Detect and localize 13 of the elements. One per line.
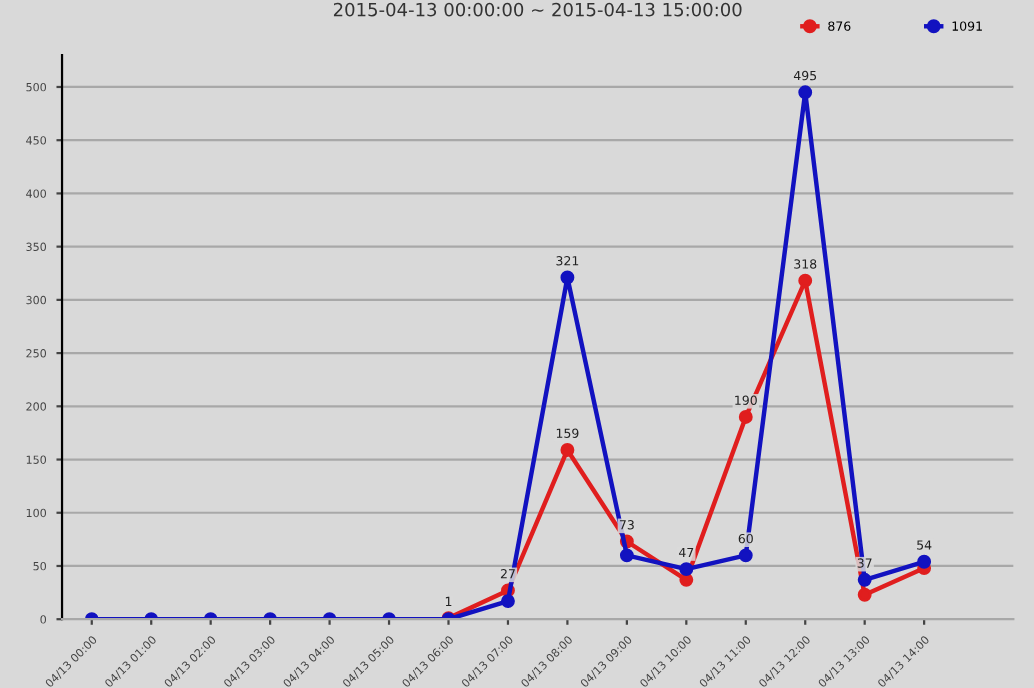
point — [738, 548, 753, 563]
chart-title: 2015-04-13 00:00:00 ~ 2015-04-13 15:00:00 — [333, 2, 742, 17]
point — [679, 562, 694, 577]
point — [738, 410, 753, 424]
point — [798, 85, 813, 100]
point — [560, 443, 575, 457]
point — [501, 594, 515, 609]
point — [857, 572, 872, 587]
point — [619, 548, 634, 563]
point — [857, 587, 872, 602]
point — [917, 554, 932, 569]
point — [560, 270, 575, 285]
point — [798, 273, 813, 288]
